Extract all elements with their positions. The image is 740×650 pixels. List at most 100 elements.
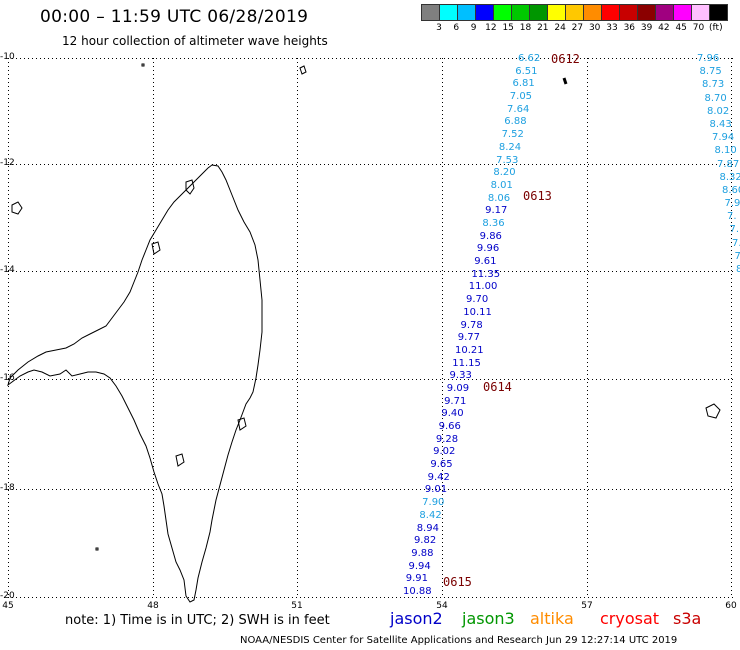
wave-height-value: 7. [732, 237, 740, 249]
wave-height-value: 9.77 [457, 332, 481, 344]
small-islet-2 [95, 547, 99, 551]
legend-tick-label: 12 [485, 23, 497, 33]
wave-height-value: 9.70 [465, 294, 489, 306]
northwest-islets [11, 201, 23, 215]
wave-height-value: 8.32 [719, 171, 740, 183]
wave-height-value: 7.87 [717, 158, 740, 170]
madagascar-outline [7, 164, 263, 603]
wave-height-value: 7.52 [501, 129, 524, 141]
wave-height-value: 8.70 [704, 92, 727, 104]
latitude-label: -14 [0, 265, 15, 275]
southwest-islet [175, 453, 185, 467]
legend-swatch [673, 4, 692, 21]
legend-swatch [655, 4, 674, 21]
pass-label: 0612 [551, 52, 580, 66]
wave-height-value: 11.35 [471, 268, 501, 280]
wave-height-value: 7.64 [507, 103, 530, 115]
satellite-jason3: jason3 [462, 609, 515, 628]
wave-height-value: 9.42 [427, 471, 450, 483]
legend-tick-label: 24 [554, 23, 566, 33]
satellite-cryosat: cryosat [600, 609, 660, 628]
legend-tick-label: 27 [571, 23, 584, 33]
wave-height-value: 8.36 [482, 217, 505, 229]
wave-height-value: 9.91 [405, 573, 428, 585]
legend-tick-label: 30 [588, 23, 601, 33]
wave-height-value: 7 [734, 250, 740, 262]
latitude-label: -16 [0, 373, 15, 383]
mauritius-islet [705, 403, 721, 419]
longitude-label: 51 [291, 601, 303, 611]
legend-tick-label: 36 [623, 23, 636, 33]
wave-height-value: 6.88 [504, 116, 527, 128]
wave-height-value: 9.96 [476, 243, 500, 255]
wave-height-value: 9.94 [408, 560, 431, 572]
pass-label: 0614 [483, 380, 512, 394]
longitude-label: 45 [2, 601, 14, 611]
wave-height-value: 8.24 [498, 141, 522, 153]
legend-ticks: 3 6 9 12 15 18 21 24 27 30 33 36 39 42 45 70 (ft) [422, 21, 728, 35]
legend-swatch [529, 4, 548, 21]
wave-height-value: 9.28 [435, 433, 459, 445]
legend-tick-label: 6 [453, 23, 460, 33]
wave-height-value: 9.86 [479, 230, 502, 242]
wave-height-value: 7.90 [422, 497, 445, 509]
wave-height-value: 9.78 [460, 319, 483, 331]
coastline [7, 63, 721, 603]
west-islet [151, 241, 161, 255]
legend-tick-label: 39 [640, 23, 653, 33]
pass-label: 0615 [443, 575, 472, 589]
legend-swatch [637, 4, 656, 21]
legend-swatch [457, 4, 476, 21]
wave-height-value: 9.82 [413, 535, 437, 547]
legend-swatch [565, 4, 584, 21]
tromelin-islet [299, 65, 307, 75]
wave-height-value: 8.75 [699, 66, 722, 78]
longitude-label: 60 [725, 601, 737, 611]
legend-swatch [439, 4, 458, 21]
legend-swatch [493, 4, 512, 21]
latitude-label: -20 [0, 591, 15, 601]
credit-line: NOAA/NESDIS Center for Satellite Applica… [240, 635, 678, 646]
wave-height-value: 10.88 [403, 586, 432, 597]
legend-swatch [691, 4, 710, 21]
legend-tick-label: 42 [658, 23, 670, 33]
small-islet [141, 63, 145, 67]
wave-height-value: 8.20 [493, 167, 516, 179]
wave-height-value: 9.33 [449, 370, 472, 382]
wave-height-value: 8.94 [416, 522, 439, 534]
legend-tick-label: (ft) [709, 23, 723, 33]
legend-swatch [601, 4, 620, 21]
wave-height-value: 9.71 [444, 395, 467, 407]
wave-height-value: 8.01 [490, 179, 513, 191]
longitude-label: 48 [147, 601, 159, 611]
graticule [8, 58, 733, 598]
wave-height-value: 8.02 [707, 105, 730, 117]
legend-swatch [709, 4, 728, 21]
legend-tick-label: 21 [537, 23, 549, 33]
wave-height-value: 7.9 [724, 198, 740, 210]
wave-height-value: 6.62 [518, 53, 541, 64]
east-islet [237, 417, 247, 431]
legend-tick-label: 3 [436, 23, 442, 33]
wave-height-value: 9.66 [438, 421, 461, 433]
wave-height-value: 9.01 [424, 484, 448, 496]
longitude-label: 54 [436, 601, 448, 611]
satellite-altika: altika [530, 609, 574, 628]
pass-label: 0613 [523, 189, 552, 203]
wave-height-value: 6.51 [515, 65, 538, 77]
wave-height-value: 8.10 [714, 145, 737, 157]
latitude-label: -18 [0, 483, 15, 493]
legend-tick-label: 9 [470, 23, 477, 33]
wave-height-value: 9.61 [474, 256, 497, 268]
latitude-label: -12 [0, 158, 15, 168]
page-subtitle: 12 hour collection of altimeter wave hei… [62, 34, 328, 48]
legend-swatch [547, 4, 566, 21]
wave-height-value: 7. [727, 211, 737, 223]
wave-height-value: 8.06 [487, 192, 511, 204]
color-legend: 3 6 9 12 15 18 21 24 27 30 33 36 39 42 45 70 (ft) [421, 4, 728, 35]
wave-height-value: 7.53 [496, 154, 519, 166]
wave-height-value: 10.11 [463, 306, 492, 318]
legend-swatch [421, 4, 440, 21]
wave-height-value: 9.88 [411, 547, 434, 559]
